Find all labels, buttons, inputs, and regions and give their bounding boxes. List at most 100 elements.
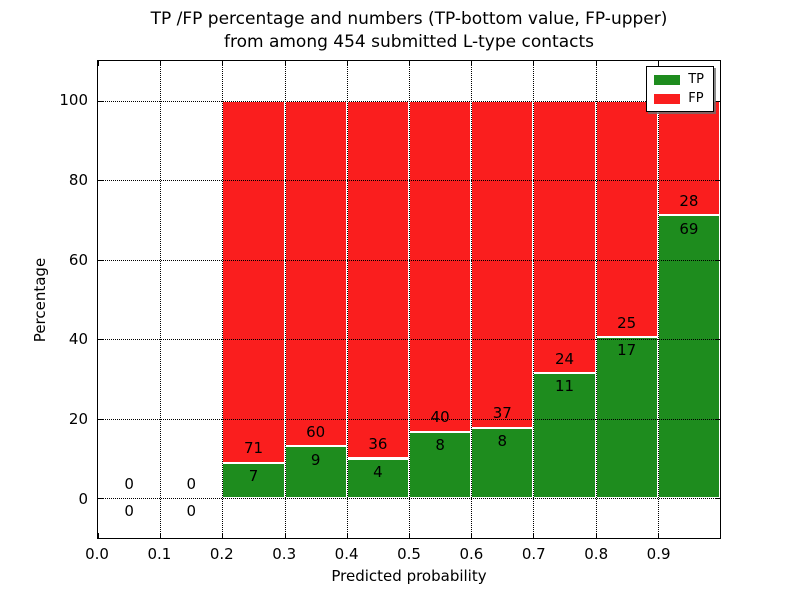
x-tick-mark: [657, 533, 659, 538]
fp-count-label: 28: [679, 191, 699, 210]
x-tick-mark: [284, 533, 286, 538]
x-tick-label: 0.3: [272, 545, 297, 563]
y-tick-mark: [98, 418, 103, 420]
y-tick-label: 60: [68, 250, 88, 269]
x-gridline: [595, 61, 597, 538]
bar-segment-fp: [471, 100, 534, 428]
x-tick-mark: [471, 61, 473, 66]
bar-segment-fp: [284, 100, 347, 447]
tp-count-label: 4: [373, 462, 383, 481]
tp-count-label: 8: [497, 431, 508, 450]
tp-count-label: 8: [435, 436, 445, 455]
x-tick-label: 0.1: [147, 545, 172, 563]
x-tick-mark: [471, 533, 473, 538]
fp-count-label: 71: [243, 438, 264, 457]
x-tick-mark: [657, 61, 659, 66]
fp-count-label: 37: [492, 403, 512, 422]
x-tick-mark: [533, 61, 535, 66]
y-tick-mark: [98, 100, 103, 102]
tp-legend-swatch: [654, 74, 681, 85]
x-tick-label: 0.9: [646, 545, 671, 563]
fp-count-label: 60: [306, 422, 326, 441]
bar-segment-fp: [346, 100, 409, 459]
y-axis-label: Percentage: [31, 257, 49, 343]
tp-count-label: 7: [248, 466, 259, 485]
x-tick-mark: [409, 533, 410, 538]
tp-count-label: 17: [617, 341, 637, 360]
x-axis-label: Predicted probability: [331, 567, 487, 585]
y-tick-label: 80: [68, 170, 88, 189]
y-tick-mark: [715, 498, 720, 500]
y-gridline: [98, 100, 720, 102]
x-tick-label: 0.2: [209, 545, 234, 563]
fp-count-label: 25: [617, 313, 637, 332]
y-tick-mark: [715, 180, 720, 182]
chart-title-line1: TP /FP percentage and numbers (TP-bottom…: [150, 9, 668, 29]
y-gridline: [98, 180, 720, 182]
x-gridline: [409, 61, 410, 538]
x-tick-mark: [222, 61, 224, 66]
fp-count-label: 36: [368, 434, 388, 453]
x-tick-mark: [346, 61, 348, 66]
y-tick-label: 40: [68, 330, 88, 349]
x-tick-mark: [98, 61, 99, 66]
y-tick-mark: [98, 180, 103, 182]
x-tick-mark: [284, 61, 286, 66]
x-tick-label: 0.0: [85, 545, 109, 563]
bar-segment-tp: [533, 373, 596, 499]
y-tick-mark: [715, 339, 720, 341]
y-tick-mark: [715, 259, 720, 261]
y-tick-mark: [715, 418, 720, 420]
tp-count-label: 0: [124, 502, 134, 521]
x-tick-mark: [160, 61, 162, 66]
fp-count-label: 0: [186, 474, 197, 493]
plot-area: TP FP 0 0 0 0 71 7 60 9 36 4 40 8 37 8 24 11 25 17 28 69: [97, 60, 721, 539]
x-tick-mark: [98, 533, 99, 538]
fp-legend-swatch: [654, 93, 681, 104]
y-tick-mark: [98, 259, 103, 261]
bar-segment-fp: [595, 100, 658, 338]
x-tick-mark: [720, 61, 721, 66]
tp-count-label: 11: [554, 377, 575, 396]
y-gridline: [98, 498, 720, 500]
bar-segment-tp: [657, 215, 720, 499]
tp-legend-label: TP: [688, 72, 704, 87]
bar-segment-fp: [222, 100, 285, 463]
fp-legend-label: FP: [688, 91, 704, 106]
tp-count-label: 69: [679, 219, 699, 238]
bar-segment-fp: [533, 100, 596, 374]
chart-title-line2: from among 454 submitted L-type contacts: [223, 32, 594, 52]
y-tick-mark: [98, 498, 103, 500]
fp-count-label: 24: [554, 349, 575, 368]
y-tick-label: 0: [78, 490, 88, 509]
y-tick-mark: [715, 100, 720, 102]
x-tick-mark: [720, 533, 721, 538]
fp-count-label: 40: [430, 408, 450, 427]
x-tick-mark: [346, 533, 348, 538]
legend: TP FP: [646, 66, 714, 112]
x-tick-label: 0.7: [521, 545, 546, 563]
bar-segment-tp: [409, 432, 472, 499]
x-gridline: [657, 61, 659, 538]
x-gridline: [346, 61, 348, 538]
x-tick-label: 0.6: [459, 545, 484, 563]
y-gridline: [98, 418, 720, 420]
x-gridline: [533, 61, 535, 538]
x-tick-label: 0.4: [334, 545, 359, 563]
x-tick-label: 0.5: [397, 545, 421, 563]
x-gridline: [222, 61, 224, 538]
x-tick-label: 0.8: [584, 545, 609, 563]
x-tick-mark: [222, 533, 224, 538]
tp-count-label: 0: [186, 502, 197, 521]
chart-title: TP /FP percentage and numbers (TP-bottom…: [97, 8, 721, 54]
fp-count-label: 0: [124, 474, 134, 493]
bar-segment-tp: [222, 462, 285, 499]
x-gridline: [160, 61, 162, 538]
x-gridline: [471, 61, 473, 538]
tp-count-label: 9: [310, 450, 321, 469]
y-tick-label: 20: [68, 410, 88, 429]
y-gridline: [98, 339, 720, 341]
x-tick-mark: [595, 533, 597, 538]
y-tick-label: 100: [59, 90, 88, 109]
